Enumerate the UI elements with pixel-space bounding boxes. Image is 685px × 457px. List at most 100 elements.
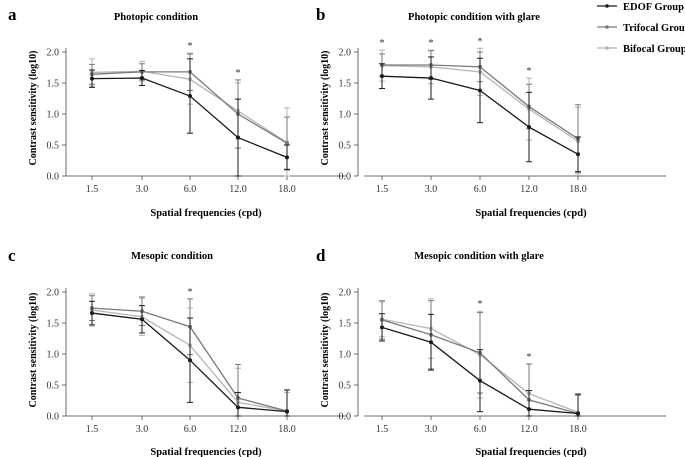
x-tick-label: 12.0 — [520, 424, 538, 435]
edof-data-point — [285, 409, 289, 414]
panel-d-plot: 0.0 0.5 1.0 1.5 2.0 1.5 3.0 6.0 12.0 18.0 * * — [339, 288, 666, 435]
legend-marker-edof — [605, 4, 609, 8]
x-tick-label: 3.0 — [425, 184, 438, 195]
y-tick-label: 1.5 — [47, 319, 60, 330]
x-tick-label: 3.0 — [136, 424, 149, 435]
y-tick-label: 2.0 — [47, 48, 60, 59]
significance-marker: * — [188, 41, 193, 52]
panel-d-title: Mesopic condition with glare — [414, 251, 544, 262]
trifocal-data-point — [285, 141, 289, 146]
x-tick-label: 3.0 — [425, 424, 438, 435]
y-tick-label: 1.0 — [47, 110, 60, 121]
y-tick-label: 0.0 — [47, 172, 60, 183]
y-tick-label: 1.5 — [339, 319, 352, 330]
edof-data-point — [478, 378, 482, 383]
y-tick-label: 0.5 — [47, 141, 60, 152]
panel-a-plot: 0.0 0.5 1.0 1.5 2.0 1.5 3.0 6.0 12.0 18.0 * * — [47, 41, 346, 195]
y-tick-label: 2.0 — [339, 288, 352, 299]
significance-marker: * — [527, 66, 532, 77]
x-tick-label: 18.0 — [569, 184, 587, 195]
y-tick-label: 0.0 — [47, 412, 60, 423]
edof-data-point — [576, 152, 580, 157]
x-tick-label: 3.0 — [136, 184, 149, 195]
significance-marker: * — [380, 38, 385, 49]
x-tick-label: 1.5 — [376, 424, 389, 435]
edof-data-point — [380, 74, 384, 79]
panel-a-ylabel: Contrast sensitivity (log10) — [28, 51, 39, 166]
x-tick-label: 18.0 — [278, 184, 296, 195]
panel-c-letter: c — [8, 246, 16, 265]
edof-data-point — [380, 325, 384, 330]
y-tick-label: 1.0 — [47, 350, 60, 361]
y-tick-label: 2.0 — [47, 288, 60, 299]
panel-a-title: Photopic condition — [114, 12, 198, 23]
y-tick-label: 2.0 — [339, 48, 352, 59]
x-tick-label: 6.0 — [474, 184, 487, 195]
legend-item-bifocal: Bifocal Group — [597, 44, 685, 55]
panel-d-ylabel: Contrast sensitivity (log10) — [320, 293, 331, 408]
legend-label-bifocal: Bifocal Group — [623, 44, 685, 55]
edof-data-point — [429, 340, 433, 345]
y-tick-label: 0.5 — [339, 381, 352, 392]
y-tick-label: 0.0 — [339, 172, 352, 183]
panel-b: b Photopic condition with glare Contrast… — [316, 5, 666, 219]
edof-data-point — [576, 411, 580, 416]
y-tick-label: 1.5 — [339, 79, 352, 90]
panel-d-xlabel: Spatial frequencies (cpd) — [475, 447, 587, 457]
panel-b-xlabel: Spatial frequencies (cpd) — [475, 208, 587, 219]
edof-data-point — [90, 311, 94, 316]
y-tick-label: 0.5 — [47, 381, 60, 392]
panel-c-ylabel: Contrast sensitivity (log10) — [28, 293, 39, 408]
x-tick-label: 18.0 — [569, 424, 587, 435]
edof-data-point — [140, 317, 144, 322]
panel-d: d Mesopic condition with glare Contrast … — [316, 246, 666, 457]
x-tick-label: 12.0 — [229, 184, 247, 195]
panel-c-xlabel: Spatial frequencies (cpd) — [150, 447, 262, 457]
y-tick-label: 1.5 — [47, 79, 60, 90]
y-tick-label: 0.5 — [339, 141, 352, 152]
edof-data-point — [236, 135, 240, 140]
x-tick-label: 12.0 — [229, 424, 247, 435]
x-tick-label: 1.5 — [86, 424, 99, 435]
edof-data-point — [478, 88, 482, 93]
significance-marker: * — [429, 38, 434, 49]
edof-data-point — [527, 407, 531, 412]
significance-marker: * — [188, 287, 193, 298]
edof-data-point — [188, 358, 192, 363]
edof-data-point — [188, 94, 192, 99]
x-tick-label: 1.5 — [86, 184, 99, 195]
panel-b-ylabel: Contrast sensitivity (log10) — [320, 51, 331, 166]
y-tick-label: 1.0 — [339, 110, 352, 121]
x-tick-label: 1.5 — [376, 184, 389, 195]
edof-data-point — [429, 76, 433, 81]
x-tick-label: 12.0 — [520, 184, 538, 195]
panel-b-letter: b — [316, 5, 325, 24]
x-tick-label: 18.0 — [278, 424, 296, 435]
panel-a: a Photopic condition Contrast sensitivit… — [8, 5, 346, 219]
panel-c-plot: 0.0 0.5 1.0 1.5 2.0 1.5 3.0 6.0 12.0 18.0 * — [47, 287, 346, 435]
panel-c: c Mesopic condition Contrast sensitivity… — [8, 246, 346, 457]
edof-data-point — [140, 76, 144, 81]
legend: EDOF Group Trifocal Group Bifocal Group — [597, 2, 685, 55]
panel-d-letter: d — [316, 246, 326, 265]
panel-b-plot: 0.0 0.5 1.0 1.5 2.0 1.5 3.0 6.0 12.0 18.0 * * * * — [339, 36, 666, 195]
x-tick-label: 6.0 — [474, 424, 487, 435]
significance-marker: * — [527, 352, 532, 363]
significance-marker: * — [236, 68, 241, 79]
panel-a-xlabel: Spatial frequencies (cpd) — [150, 208, 262, 219]
edof-data-point — [285, 155, 289, 160]
panel-a-letter: a — [8, 5, 17, 24]
panel-b-title: Photopic condition with glare — [408, 12, 540, 23]
legend-marker-trifocal — [605, 25, 609, 29]
legend-label-edof: EDOF Group — [623, 2, 684, 13]
legend-marker-bifocal — [605, 46, 609, 50]
panel-c-title: Mesopic condition — [131, 251, 213, 262]
edof-data-point — [527, 125, 531, 130]
legend-label-trifocal: Trifocal Group — [623, 23, 685, 34]
x-tick-label: 6.0 — [184, 424, 197, 435]
x-tick-label: 6.0 — [184, 184, 197, 195]
edof-data-point — [90, 76, 94, 81]
significance-marker: * — [478, 299, 483, 310]
y-tick-label: 1.0 — [339, 350, 352, 361]
